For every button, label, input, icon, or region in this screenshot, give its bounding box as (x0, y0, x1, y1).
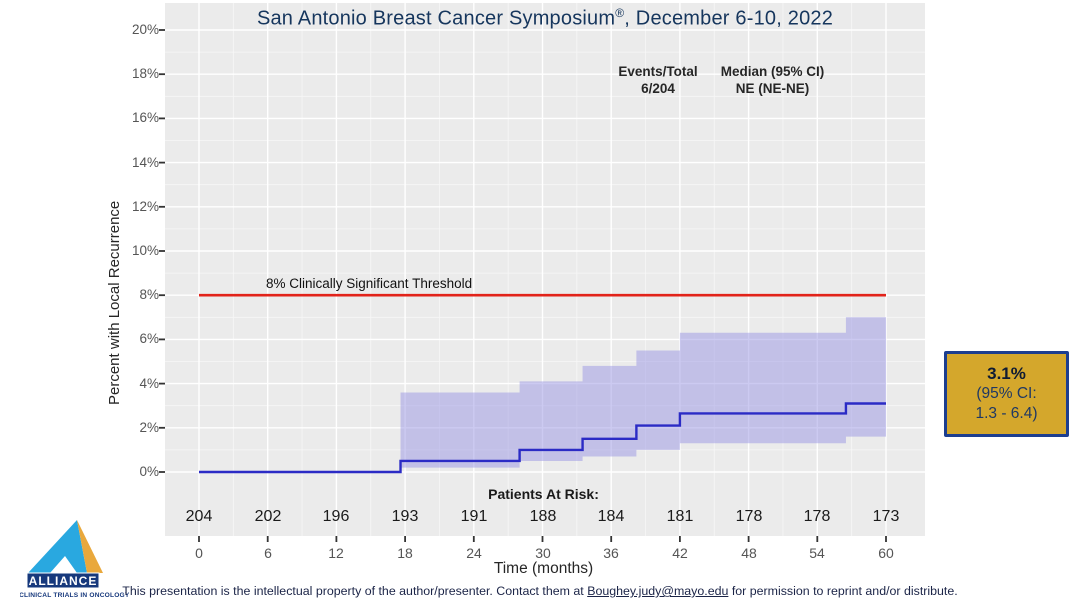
confidence-band (400, 317, 886, 468)
y-tick-16: 16% (131, 110, 159, 125)
footer-text-pre: This presentation is the intellectual pr… (122, 584, 588, 598)
x-tick-36: 36 (603, 545, 619, 561)
risk-count-18: 193 (391, 508, 419, 525)
x-tick-48: 48 (741, 545, 757, 561)
final-estimate-callout: 3.1% (95% CI: 1.3 - 6.4) (944, 351, 1069, 437)
y-tick-0: 0% (139, 464, 159, 479)
events-total-stat: Events/Total 6/204 (596, 63, 720, 97)
x-tick-12: 12 (328, 545, 344, 561)
title-date: , December 6-10, 2022 (624, 7, 834, 30)
x-tick-42: 42 (672, 545, 688, 561)
x-tick-60: 60 (878, 545, 894, 561)
km-step-curve (199, 402, 886, 474)
final-estimate-ci-line1: (95% CI: (976, 385, 1037, 402)
risk-count-6: 202 (254, 508, 282, 525)
x-tick-54: 54 (809, 545, 825, 561)
x-tick-0: 0 (195, 545, 203, 561)
risk-count-42: 181 (666, 508, 694, 525)
y-tick-12: 12% (131, 199, 159, 214)
patients-at-risk-header: Patients At Risk: (488, 486, 599, 502)
events-total-header: Events/Total (618, 64, 698, 79)
x-tick-30: 30 (535, 545, 551, 561)
x-tick-24: 24 (466, 545, 482, 561)
threshold-annotation: 8% Clinically Significant Threshold (266, 276, 473, 291)
risk-count-24: 191 (460, 508, 488, 525)
median-header: Median (95% CI) (720, 64, 825, 79)
alliance-logo: ALLIANCE FOR CLINICAL TRIALS IN ONCOLOGY (20, 520, 130, 599)
risk-count-60: 173 (872, 508, 900, 525)
contact-email-link[interactable]: Boughey.judy@mayo.edu (587, 584, 729, 598)
final-estimate-value: 3.1% (987, 364, 1026, 383)
y-tick-18: 18% (131, 66, 159, 81)
footer-disclaimer: This presentation is the intellectual pr… (0, 584, 1080, 598)
registered-mark: ® (615, 6, 625, 20)
logo-name: ALLIANCE (29, 574, 98, 588)
events-total-value: 6/204 (641, 81, 675, 96)
y-tick-4: 4% (139, 376, 159, 391)
logo-mountain-cyan (28, 520, 87, 573)
median-stat: Median (95% CI) NE (NE-NE) (700, 63, 845, 97)
risk-count-0: 204 (185, 508, 213, 525)
logo-tagline: FOR CLINICAL TRIALS IN ONCOLOGY (20, 592, 130, 599)
logo-mountain-notch (50, 556, 77, 573)
logo-banner (26, 572, 100, 589)
x-axis-title: Time (months) (493, 560, 594, 577)
final-estimate-ci-line2: 1.3 - 6.4) (975, 405, 1038, 422)
title-text: San Antonio Breast Cancer Symposium (256, 7, 616, 30)
risk-count-48: 178 (735, 508, 763, 525)
logo-mountain-gold (77, 520, 103, 573)
y-tick-6: 6% (139, 331, 159, 346)
y-tick-10: 10% (131, 243, 159, 258)
y-tick-8: 8% (139, 287, 159, 302)
risk-count-12: 196 (322, 508, 350, 525)
x-tick-18: 18 (397, 545, 413, 561)
risk-count-54: 178 (803, 508, 831, 525)
y-tick-20: 20% (131, 22, 159, 37)
footer-text-post: for permission to reprint and/or distrib… (728, 584, 958, 598)
y-tick-14: 14% (131, 155, 159, 170)
risk-count-36: 184 (597, 508, 625, 525)
x-tick-6: 6 (264, 545, 272, 561)
y-tick-2: 2% (139, 420, 159, 435)
risk-count-30: 188 (529, 508, 557, 525)
page-title: San Antonio Breast Cancer Symposium®, De… (165, 6, 925, 31)
median-value: NE (NE-NE) (735, 81, 810, 96)
axis-tick-marks (159, 29, 887, 542)
